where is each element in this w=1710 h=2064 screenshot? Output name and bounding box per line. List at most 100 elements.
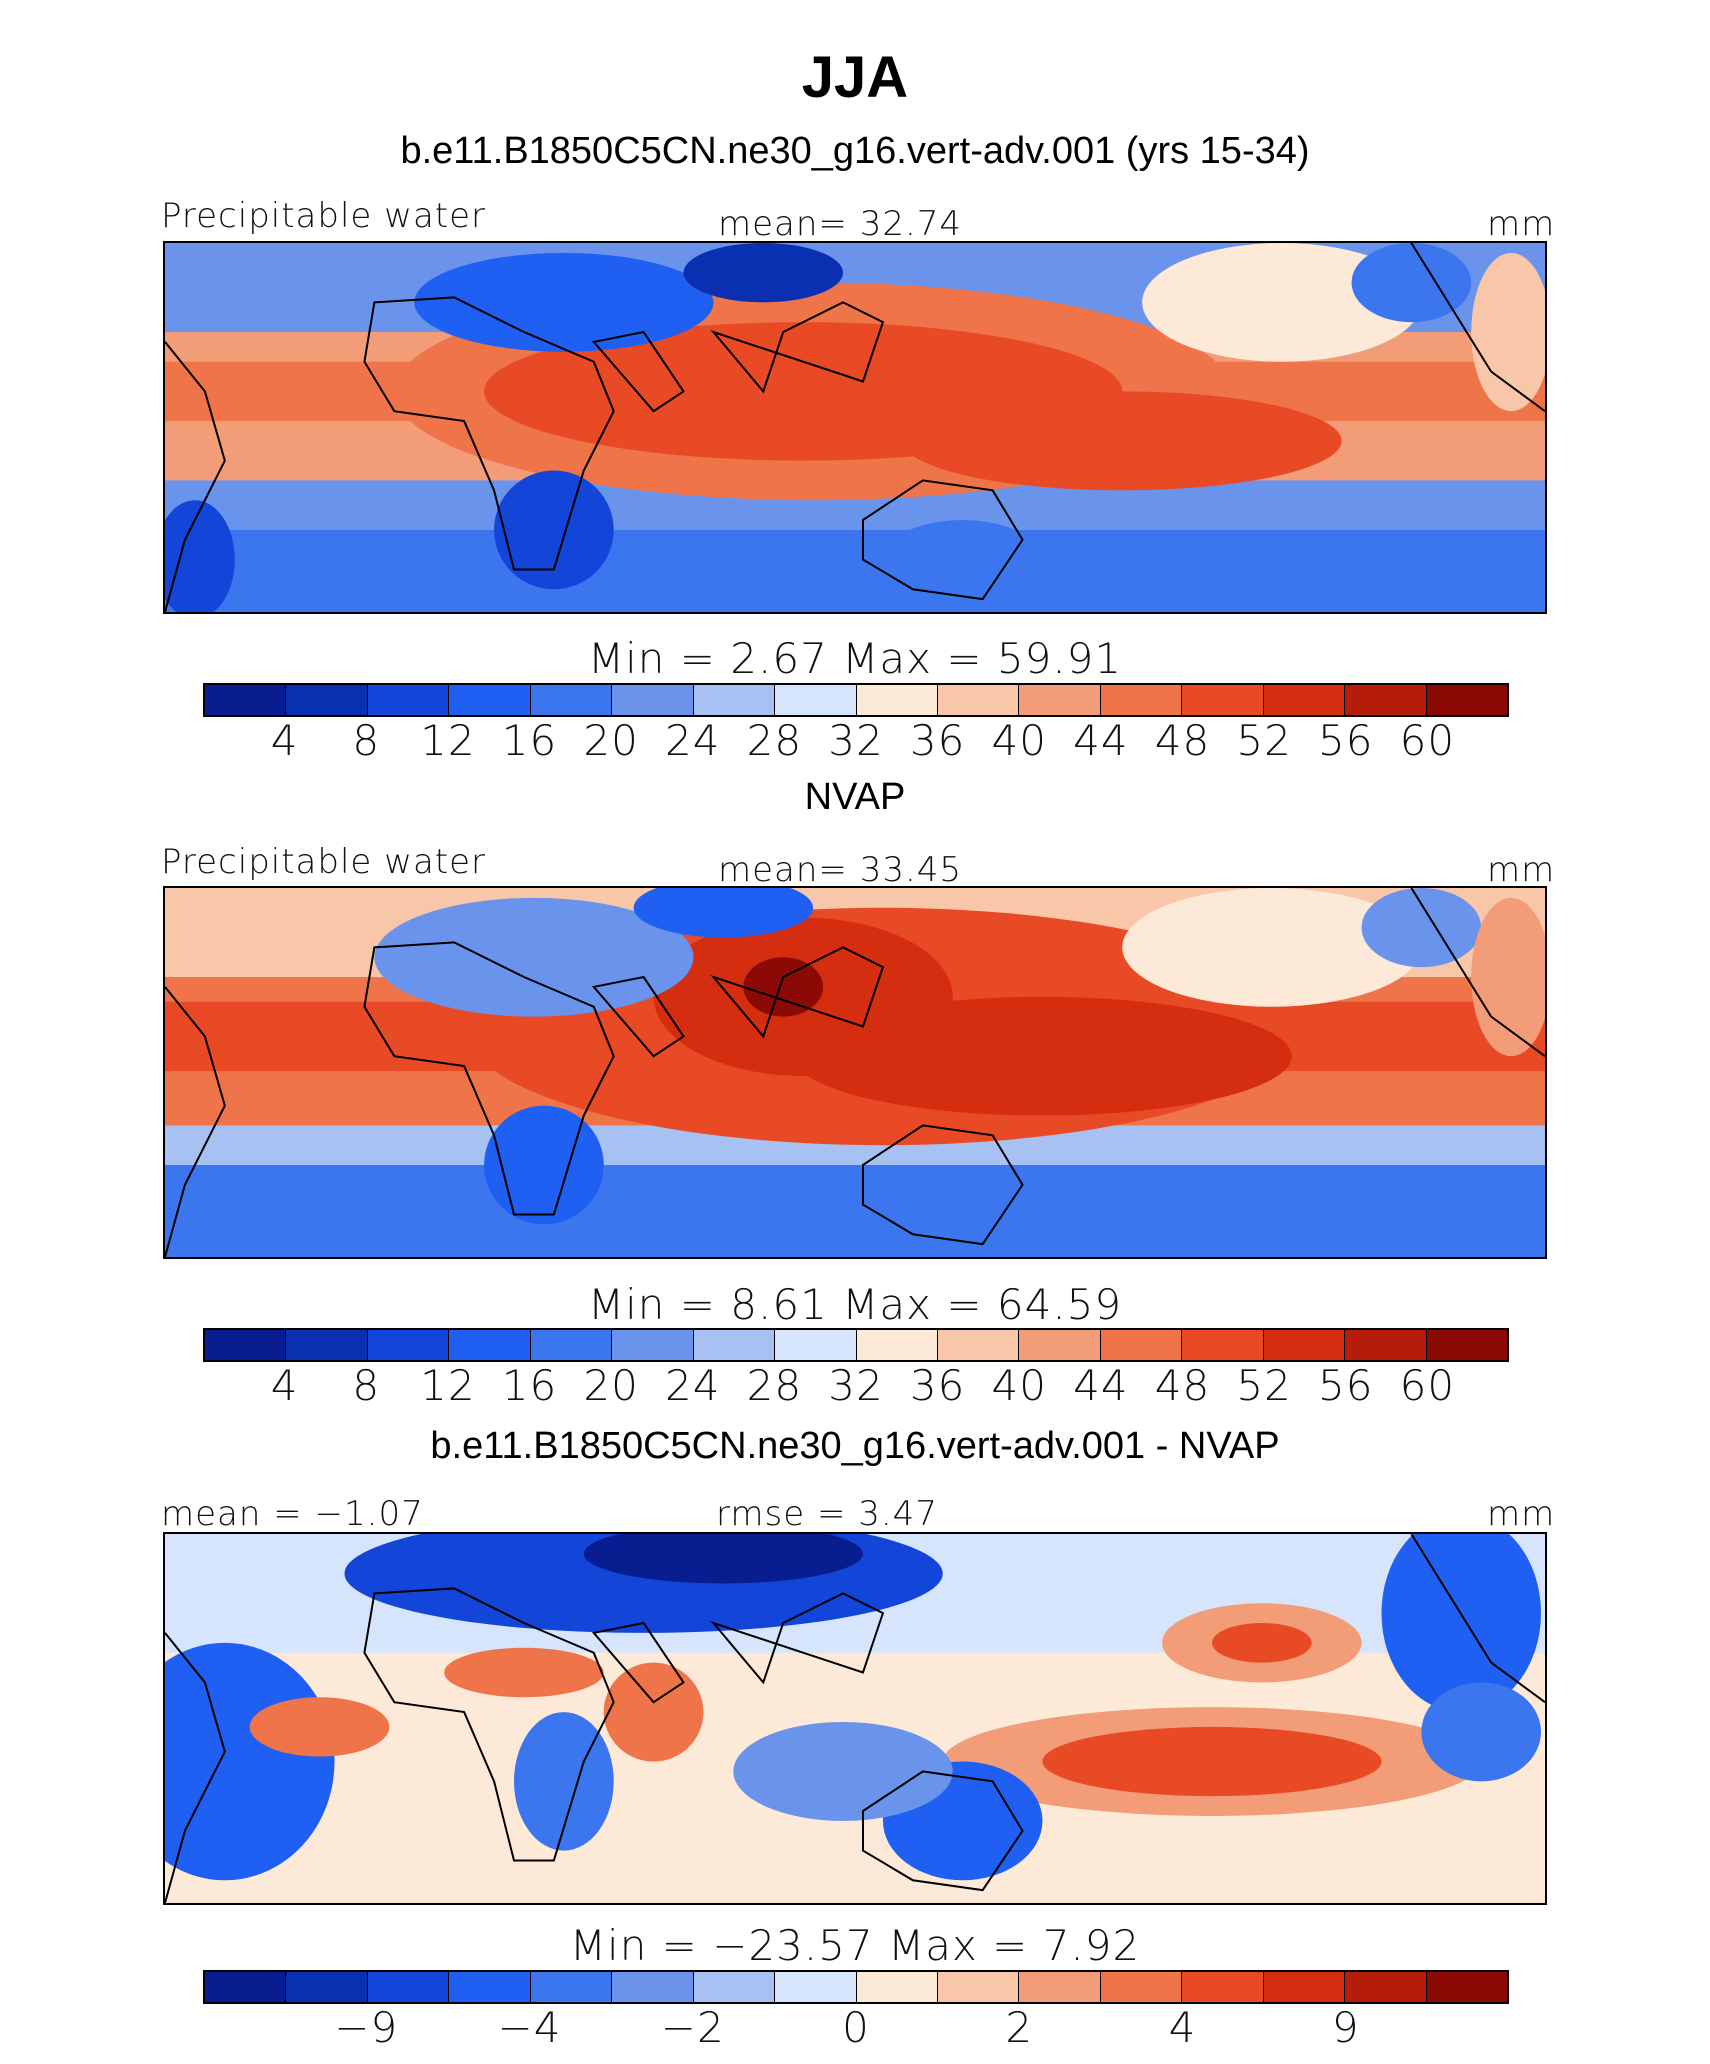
panel2-title: NVAP: [804, 776, 906, 818]
panel1-colorbar-ticks: 4 8 12 16 20 24 28 32 36 40 44 48 52 56 60: [203, 716, 1509, 766]
colorbar-swatch: [1426, 1972, 1507, 2002]
panel1-units-label: mm: [1487, 204, 1556, 244]
colorbar-swatch: [1263, 1972, 1346, 2002]
panel3-mean-label: mean = −1.07: [161, 1494, 424, 1534]
colorbar-swatch: [1182, 1330, 1264, 1360]
panel2-minmax: Min = 8.61 Max = 64.59: [587, 1280, 1123, 1329]
colorbar-swatch: [775, 1972, 857, 2002]
colorbar-tick-label: 52: [1236, 716, 1292, 765]
colorbar-swatch: [612, 1330, 694, 1360]
colorbar-tick-label: 20: [583, 716, 639, 765]
colorbar-swatch: [1345, 685, 1427, 715]
colorbar-swatch: [693, 1330, 776, 1360]
colorbar-tick-label: 44: [1073, 716, 1129, 765]
colorbar-swatch: [1345, 1330, 1427, 1360]
panel3-title: b.e11.B1850C5CN.ne30_g16.vert-adv.001 - …: [430, 1425, 1280, 1467]
panel2-units-label: mm: [1487, 850, 1556, 890]
colorbar-tick-label: 24: [665, 1361, 721, 1410]
colorbar-swatch: [1019, 685, 1101, 715]
panel3-colorbar: [203, 1970, 1509, 2004]
colorbar-swatch: [205, 1330, 287, 1360]
colorbar-tick-label: 16: [501, 716, 558, 765]
panel3-map-field: [165, 1534, 1545, 1903]
colorbar-swatch: [856, 1330, 938, 1360]
colorbar-swatch: [937, 1972, 1020, 2002]
panel1-minmax: Min = 2.67 Max = 59.91: [587, 634, 1123, 683]
panel2-map: [163, 886, 1547, 1259]
panel1-map-field: [165, 243, 1545, 612]
colorbar-tick-label: 40: [991, 1361, 1047, 1410]
panel3-units-label: mm: [1487, 1494, 1556, 1534]
colorbar-tick-label: 9: [1331, 2003, 1360, 2052]
colorbar-tick-label: 44: [1073, 1361, 1129, 1410]
colorbar-tick-label: 8: [352, 716, 381, 765]
colorbar-swatch: [693, 1972, 776, 2002]
colorbar-swatch: [612, 685, 694, 715]
panel2-colorbar-ticks: 4 8 12 16 20 24 28 32 36 40 44 48 52 56 60: [203, 1361, 1509, 1411]
colorbar-swatch: [1345, 1972, 1427, 2002]
colorbar-tick-label: 12: [420, 716, 476, 765]
panel3-minmax: Min = −23.57 Max = 7.92: [569, 1921, 1141, 1970]
colorbar-swatch: [530, 1972, 613, 2002]
colorbar-swatch: [1263, 685, 1346, 715]
colorbar-tick-label: −9: [334, 2003, 399, 2052]
colorbar-swatch: [693, 685, 776, 715]
colorbar-swatch: [1263, 1330, 1346, 1360]
colorbar-swatch: [286, 1330, 368, 1360]
panel1-map: [163, 241, 1547, 614]
panel2-mean-label: mean= 33.45: [718, 850, 963, 890]
colorbar-swatch: [856, 685, 938, 715]
panel3-rmse-label: rmse = 3.47: [716, 1494, 938, 1534]
colorbar-tick-label: 56: [1318, 1361, 1374, 1410]
colorbar-swatch: [205, 685, 287, 715]
panel2-variable-label: Precipitable water: [161, 842, 487, 882]
panel1-title: b.e11.B1850C5CN.ne30_g16.vert-adv.001 (y…: [400, 130, 1310, 172]
colorbar-swatch: [1100, 685, 1183, 715]
colorbar-swatch: [1019, 1330, 1101, 1360]
colorbar-tick-label: 4: [270, 716, 299, 765]
colorbar-tick-label: 48: [1154, 1361, 1211, 1410]
panel2-colorbar: [203, 1328, 1509, 1362]
colorbar-tick-label: 28: [746, 1361, 803, 1410]
panel3-colorbar-ticks: −9 −4 −2 0 2 4 9: [203, 2003, 1509, 2053]
colorbar-tick-label: 60: [1399, 1361, 1456, 1410]
colorbar-swatch: [937, 1330, 1020, 1360]
colorbar-tick-label: 48: [1154, 716, 1211, 765]
colorbar-swatch: [286, 1972, 368, 2002]
colorbar-swatch: [205, 1972, 287, 2002]
colorbar-swatch: [449, 1330, 531, 1360]
colorbar-swatch: [775, 1330, 857, 1360]
colorbar-swatch: [612, 1972, 694, 2002]
colorbar-tick-label: 0: [842, 2003, 870, 2052]
panel3-map: [163, 1532, 1547, 1905]
colorbar-tick-label: −2: [660, 2003, 725, 2052]
colorbar-tick-label: 36: [909, 1361, 966, 1410]
colorbar-tick-label: 16: [501, 1361, 558, 1410]
colorbar-swatch: [367, 1330, 450, 1360]
colorbar-tick-label: 8: [352, 1361, 381, 1410]
colorbar-swatch: [1100, 1972, 1183, 2002]
colorbar-tick-label: 4: [270, 1361, 299, 1410]
colorbar-tick-label: 40: [991, 716, 1047, 765]
colorbar-tick-label: −4: [497, 2003, 562, 2052]
colorbar-swatch: [367, 1972, 450, 2002]
colorbar-swatch: [530, 685, 613, 715]
colorbar-swatch: [449, 685, 531, 715]
colorbar-tick-label: 56: [1318, 716, 1374, 765]
colorbar-tick-label: 52: [1236, 1361, 1292, 1410]
colorbar-swatch: [1182, 1972, 1264, 2002]
panel1-colorbar: [203, 683, 1509, 717]
colorbar-tick-label: 4: [1168, 2003, 1197, 2052]
colorbar-swatch: [367, 685, 450, 715]
colorbar-swatch: [775, 685, 857, 715]
colorbar-tick-label: 28: [746, 716, 803, 765]
figure-title: JJA: [801, 45, 909, 110]
colorbar-swatch: [937, 685, 1020, 715]
panel1-mean-label: mean= 32.74: [718, 204, 963, 244]
colorbar-swatch: [1100, 1330, 1183, 1360]
colorbar-tick-label: 2: [1005, 2003, 1034, 2052]
colorbar-tick-label: 60: [1399, 716, 1456, 765]
panel2-map-field: [165, 888, 1545, 1257]
colorbar-swatch: [449, 1972, 531, 2002]
colorbar-swatch: [1426, 1330, 1507, 1360]
